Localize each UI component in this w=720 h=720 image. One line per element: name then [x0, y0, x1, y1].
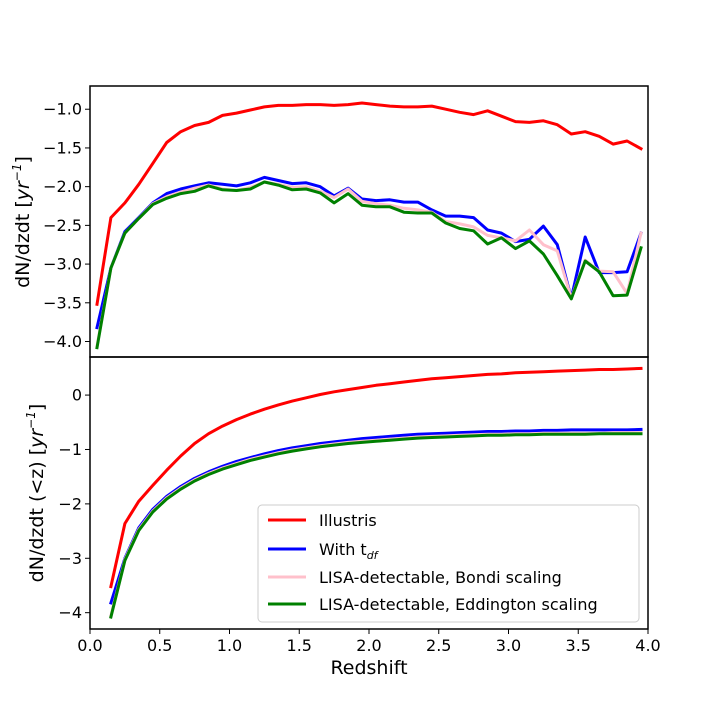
x-axis-label: Redshift: [330, 657, 407, 679]
bottom-series-lines: [109, 366, 643, 619]
top-series-illustris: [95, 101, 644, 307]
legend-label-illustris: Illustris: [319, 511, 377, 530]
legend-label-with-tdf: With tdf: [319, 540, 380, 562]
top-series-lines: [95, 101, 644, 350]
top-y-tick-label: −4.0: [43, 332, 82, 351]
x-tick-label: 1.0: [217, 636, 242, 655]
bottom-series-illustris: [109, 366, 643, 589]
top-series-with-t-df: [95, 175, 643, 330]
bottom-y-tick-label: −2: [58, 494, 82, 513]
bottom-y-tick-label: 0: [72, 386, 82, 405]
top-y-tick-label: −1.5: [43, 138, 82, 157]
top-y-axis-label: dN/dzdt [yr−1]: [10, 156, 34, 288]
top-axes-frame: [89, 85, 649, 358]
bottom-axes-frame: [89, 356, 649, 630]
top-panel: −1.0 −1.5 −2.0 −2.5 −3.0 −3.5 −4.0 dN/dzdt [yr…: [10, 85, 649, 358]
top-y-tick-label: −2.5: [43, 216, 82, 235]
top-y-tick-label: −1.0: [43, 100, 82, 119]
bottom-y-axis-label: dN/dzdt (<z) [yr−1]: [24, 404, 48, 583]
top-series-lisa-detectable-bondi-scaling: [95, 180, 643, 348]
x-tick-label: 3.5: [566, 636, 591, 655]
x-tick-label: 0.0: [77, 636, 102, 655]
top-series-lisa-detectable-eddington-scaling: [95, 180, 643, 350]
bottom-y-tick-label: −3: [58, 549, 82, 568]
bottom-y-tick-label: −4: [58, 603, 82, 622]
top-y-tick-label: −3.5: [43, 293, 82, 312]
top-y-tick-label: −2.0: [43, 177, 82, 196]
x-tick-label: 0.5: [147, 636, 172, 655]
bottom-y-tick-label: −1: [58, 440, 82, 459]
bottom-panel: 0 −1 −2 −3 −4 0.0 0.5 1.0 1.5 2.0 2.5 3.0 3.5 4.0 dN/…: [24, 356, 661, 679]
legend: Illustris With tdf LISA-detectable, Bond…: [257, 504, 640, 623]
x-tick-label: 1.5: [287, 636, 312, 655]
legend-label-bondi: LISA-detectable, Bondi scaling: [319, 568, 562, 587]
x-tick-label: 2.5: [426, 636, 451, 655]
top-y-ticks: −1.0 −1.5 −2.0 −2.5 −3.0 −3.5 −4.0: [43, 100, 90, 351]
bottom-series-lisa-detectable-eddington-scaling: [109, 432, 643, 619]
legend-label-eddington: LISA-detectable, Eddington scaling: [319, 595, 598, 614]
x-tick-label: 3.0: [496, 636, 521, 655]
bottom-ticks: 0 −1 −2 −3 −4 0.0 0.5 1.0 1.5 2.0 2.5 3.0 3.5 4.0: [58, 386, 660, 655]
legend-box: [257, 504, 640, 623]
x-tick-label: 2.0: [356, 636, 381, 655]
top-y-tick-label: −3.0: [43, 255, 82, 274]
x-tick-label: 4.0: [635, 636, 660, 655]
